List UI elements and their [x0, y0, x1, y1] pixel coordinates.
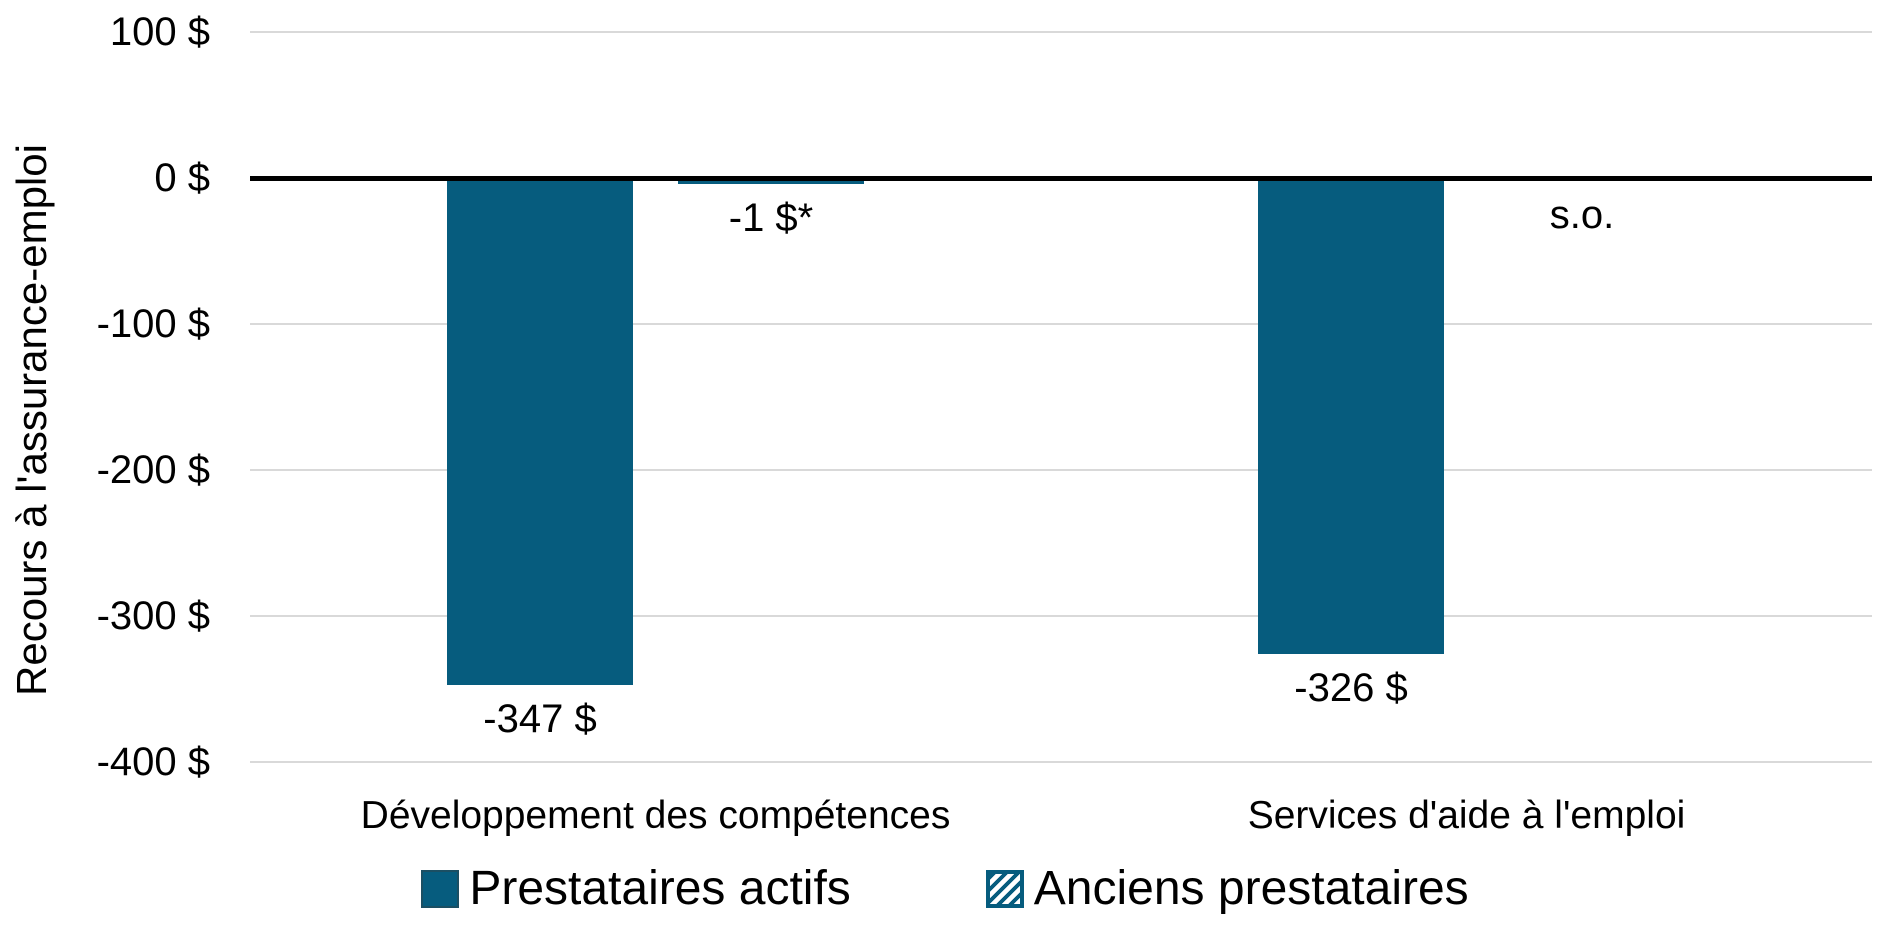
- legend-item: Prestataires actifs: [421, 861, 851, 917]
- y-gridline: [250, 31, 1872, 33]
- legend: Prestataires actifs Anciens prestataires: [0, 852, 1890, 926]
- legend-marker-hatched-icon: [985, 870, 1024, 908]
- y-axis-tick-label: 0 $: [154, 156, 210, 200]
- y-gridline: [250, 323, 1872, 325]
- bar-data-label: -1 $*: [728, 196, 814, 240]
- bar-data-label: -347 $: [483, 696, 597, 741]
- category-label: Développement des compétences: [360, 794, 951, 837]
- y-axis-tick-label: 100 $: [109, 10, 210, 54]
- y-gridline: [250, 761, 1872, 763]
- legend-marker-solid-icon: [421, 870, 460, 908]
- bar-solid: [1258, 178, 1444, 654]
- category-label: Services d'aide à l'emploi: [1247, 794, 1686, 837]
- y-axis-tick-label: -300 $: [96, 594, 210, 638]
- legend-label: Anciens prestataires: [1033, 862, 1469, 915]
- bar-data-label: s.o.: [1549, 193, 1615, 237]
- bar-data-label: -326 $: [1294, 665, 1408, 710]
- x-axis-zero-line: [250, 176, 1872, 181]
- legend-item: Anciens prestataires: [985, 861, 1469, 917]
- y-gridline: [250, 469, 1872, 471]
- bar-hatched: [678, 178, 864, 184]
- y-axis-tick-label: -400 $: [96, 740, 210, 784]
- bar-solid: [447, 178, 633, 685]
- y-gridline: [250, 615, 1872, 617]
- y-axis-tick-label: -200 $: [96, 448, 210, 492]
- y-axis-tick-label: -100 $: [96, 302, 210, 346]
- legend-label: Prestataires actifs: [469, 862, 851, 915]
